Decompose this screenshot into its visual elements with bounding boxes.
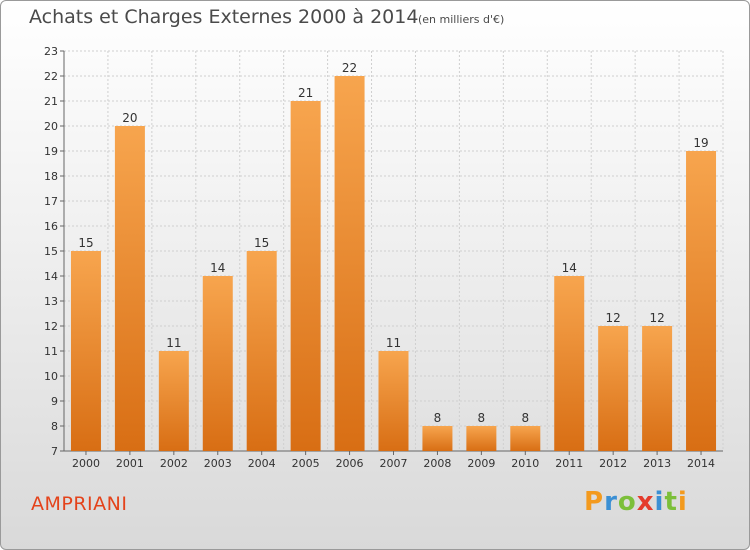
y-tick-label: 12 (44, 320, 58, 333)
logo-letter: t (664, 487, 678, 517)
bar (422, 426, 453, 451)
y-tick-label: 17 (44, 195, 58, 208)
bar (114, 126, 145, 451)
data-label: 19 (693, 136, 708, 150)
bar (686, 151, 717, 451)
data-label: 8 (478, 411, 486, 425)
bar (290, 101, 321, 451)
bar (334, 76, 365, 451)
x-tick-label: 2009 (467, 457, 495, 470)
bar (642, 326, 673, 451)
y-tick-label: 9 (51, 395, 58, 408)
y-tick-label: 19 (44, 145, 58, 158)
chart-subtitle: (en milliers d'€) (418, 13, 505, 26)
data-label: 14 (562, 261, 577, 275)
logo-letter: P (584, 487, 605, 517)
y-tick-label: 20 (44, 120, 58, 133)
bar (378, 351, 409, 451)
data-label: 20 (122, 111, 137, 125)
y-tick-label: 22 (44, 70, 58, 83)
x-tick-label: 2006 (336, 457, 364, 470)
y-tick-label: 14 (44, 270, 58, 283)
y-tick-label: 10 (44, 370, 58, 383)
chart-title: Achats et Charges Externes 2000 à 2014 (29, 6, 419, 28)
x-tick-label: 2012 (599, 457, 627, 470)
x-tick-label: 2002 (160, 457, 188, 470)
logo-letter: i (654, 487, 665, 517)
logo-letter: o (617, 487, 637, 517)
y-tick-label: 7 (51, 445, 58, 458)
data-label: 8 (521, 411, 529, 425)
bar (246, 251, 277, 451)
x-tick-label: 2014 (687, 457, 715, 470)
x-tick-label: 2005 (292, 457, 320, 470)
logo-letter: r (604, 487, 618, 517)
y-tick-label: 11 (44, 345, 58, 358)
y-tick-label: 21 (44, 95, 58, 108)
x-tick-label: 2013 (643, 457, 671, 470)
data-label: 11 (166, 336, 181, 350)
x-tick-label: 2003 (204, 457, 232, 470)
x-tick-label: 2001 (116, 457, 144, 470)
commune-name: AMPRIANI (31, 493, 128, 515)
y-tick-label: 8 (51, 420, 58, 433)
data-label: 15 (78, 236, 93, 250)
data-label: 22 (342, 61, 357, 75)
bar (70, 251, 101, 451)
bar (158, 351, 189, 451)
data-label: 8 (434, 411, 442, 425)
data-label: 15 (254, 236, 269, 250)
x-tick-label: 2000 (72, 457, 100, 470)
x-tick-label: 2008 (423, 457, 451, 470)
y-tick-label: 15 (44, 245, 58, 258)
proxiti-logo: Proxiti (584, 487, 688, 517)
bar (510, 426, 541, 451)
y-tick-label: 18 (44, 170, 58, 183)
data-label: 12 (649, 311, 664, 325)
x-tick-label: 2007 (380, 457, 408, 470)
logo-letter: i (677, 487, 688, 517)
logo-letter: x (636, 487, 655, 517)
y-tick-label: 13 (44, 295, 58, 308)
data-label: 12 (606, 311, 621, 325)
bar (202, 276, 233, 451)
x-tick-label: 2011 (555, 457, 583, 470)
x-tick-label: 2010 (511, 457, 539, 470)
data-label: 14 (210, 261, 225, 275)
bar (598, 326, 629, 451)
y-tick-label: 23 (44, 45, 58, 58)
y-tick-label: 16 (44, 220, 58, 233)
data-label: 11 (386, 336, 401, 350)
data-label: 21 (298, 86, 313, 100)
bar (554, 276, 585, 451)
x-tick-label: 2004 (248, 457, 276, 470)
bar (466, 426, 497, 451)
